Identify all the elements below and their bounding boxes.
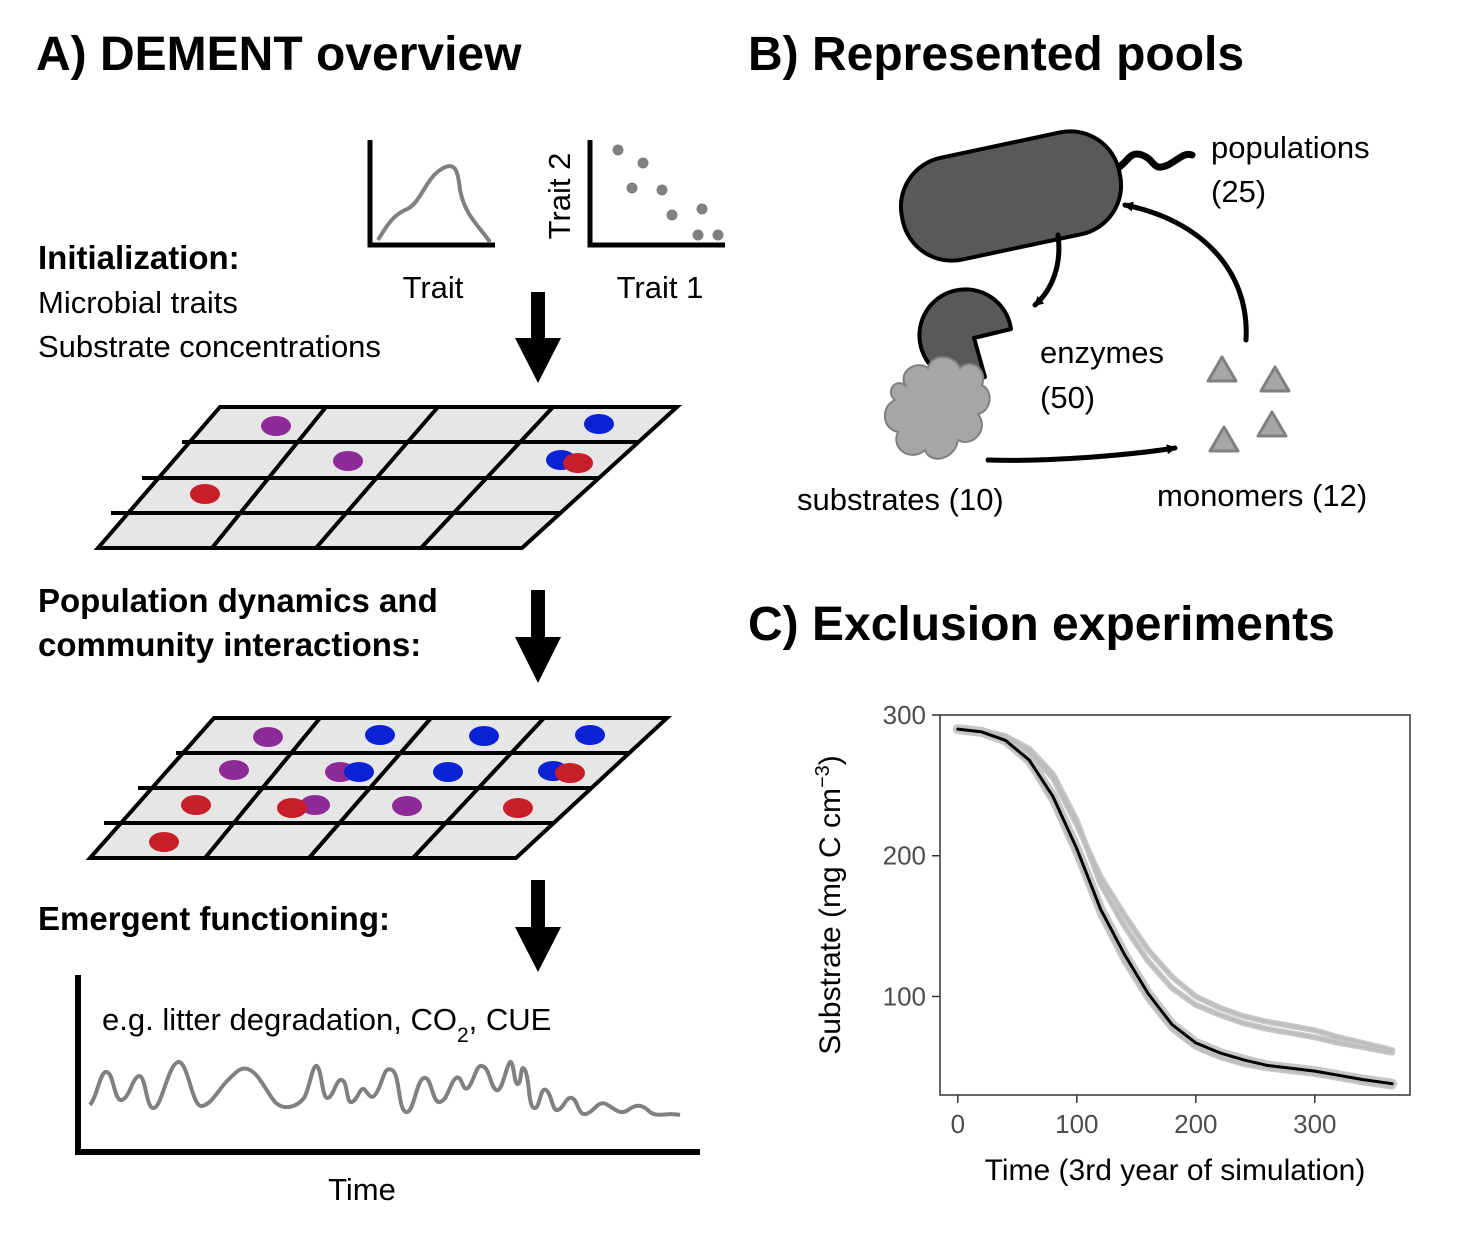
init-heading: Initialization: xyxy=(38,239,240,276)
panel-a-title: A) DEMENT overview xyxy=(36,28,522,81)
panel-c-title: C) Exclusion experiments xyxy=(748,598,1335,651)
init-line2: Substrate concentrations xyxy=(38,329,381,364)
scatter-plot-axes xyxy=(587,140,725,248)
dynamics-heading-line1: Population dynamics and xyxy=(38,582,438,619)
pool-flow-arrows xyxy=(985,201,1249,463)
population-bacterium-icon xyxy=(898,129,1196,263)
scatter-plot-xlabel: Trait 1 xyxy=(617,270,704,305)
x-tick-label: 100 xyxy=(1055,1109,1098,1139)
chart-xlabel: Time (3rd year of simulation) xyxy=(985,1154,1366,1187)
substrates-label: substrates (10) xyxy=(797,482,1004,517)
y-tick-label: 100 xyxy=(883,981,926,1011)
scatter-points xyxy=(612,144,724,241)
arrow-monomer-to-population xyxy=(1122,201,1249,343)
arrow-population-to-enzyme xyxy=(1032,232,1062,308)
substrate-cloud-icon xyxy=(883,356,991,460)
chart-y-ticks: 100 200 300 xyxy=(883,700,940,1011)
trait-scatter-plot: Trait 1 Trait 2 xyxy=(542,140,725,305)
chart-ylabel: Substrate (mg C cm−3) xyxy=(812,755,847,1055)
x-tick-label: 0 xyxy=(951,1109,965,1139)
populations-count: (25) xyxy=(1211,174,1266,209)
chart-x-ticks: 0 100 200 300 xyxy=(951,1095,1337,1139)
dynamics-heading-line2: community interactions: xyxy=(38,626,421,663)
scatter-plot-ylabel: Trait 2 xyxy=(542,153,577,240)
monomers-label: monomers (12) xyxy=(1157,478,1367,513)
trait-density-curve xyxy=(376,164,492,244)
series-line-4 xyxy=(956,727,1394,1088)
trait-distribution-plot: Trait xyxy=(367,140,495,305)
trait-plot-xlabel: Trait xyxy=(403,270,464,305)
microbe-dots-initial xyxy=(190,414,614,504)
series-line-1 xyxy=(956,727,1394,1086)
enzymes-count: (50) xyxy=(1040,380,1095,415)
emergent-plot-axes xyxy=(75,975,700,1155)
emergent-plot: e.g. litter degradation, CO2, CUE Time xyxy=(75,975,700,1207)
grid-initial xyxy=(93,405,683,550)
down-arrow-3 xyxy=(515,880,561,972)
arrow-substrate-to-monomer xyxy=(985,444,1178,463)
emergent-heading: Emergent functioning: xyxy=(38,900,390,937)
emergent-timeseries-line xyxy=(88,1059,681,1117)
exclusion-chart: 0 100 200 300 100 200 300 Time (3rd year of s… xyxy=(812,700,1411,1187)
enzymes-label: enzymes xyxy=(1040,335,1164,370)
y-tick-label: 300 xyxy=(883,700,926,730)
emergent-note: e.g. litter degradation, CO2, CUE xyxy=(102,1002,551,1047)
microbe-dots-dynamics xyxy=(149,725,605,852)
monomer-triangles-icon xyxy=(1206,355,1291,453)
trait-plot-axes xyxy=(367,140,495,248)
series-line-3 xyxy=(956,727,1394,1055)
x-tick-label: 300 xyxy=(1293,1109,1336,1139)
down-arrow-1 xyxy=(515,292,561,383)
x-tick-label: 200 xyxy=(1174,1109,1217,1139)
down-arrow-2 xyxy=(515,590,561,683)
chart-series-lines xyxy=(956,727,1394,1088)
emergent-time-label: Time xyxy=(328,1172,396,1207)
series-line-2 xyxy=(956,727,1394,1052)
y-tick-label: 200 xyxy=(883,841,926,871)
panel-b-title: B) Represented pools xyxy=(748,28,1244,81)
populations-label: populations xyxy=(1211,130,1370,165)
grid-dynamics xyxy=(85,716,673,860)
init-line1: Microbial traits xyxy=(38,285,238,320)
